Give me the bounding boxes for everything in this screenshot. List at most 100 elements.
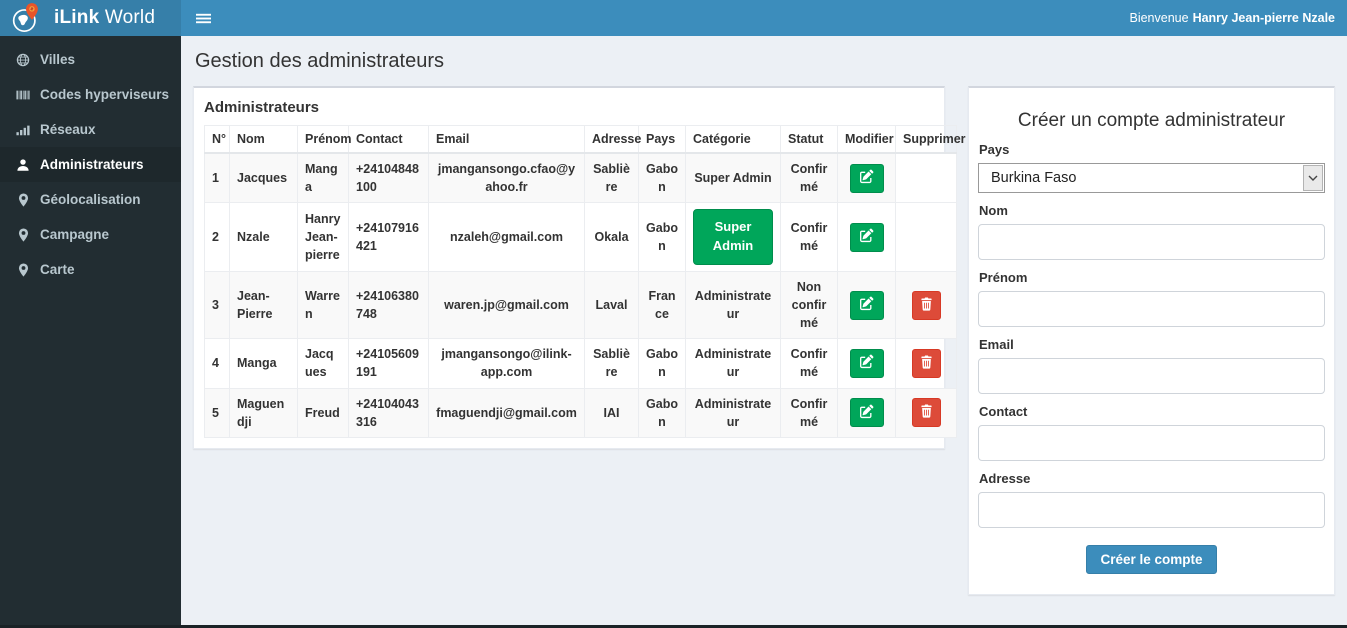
cell-email: fmaguendji@gmail.com	[428, 387, 585, 438]
delete-button[interactable]	[911, 398, 941, 428]
delete-button[interactable]	[911, 348, 941, 378]
cell-email: jmangansongo.cfao@yahoo.fr	[428, 152, 585, 204]
cell-contact: +24104848100	[348, 152, 429, 204]
cell-prenom: Warren	[297, 270, 349, 340]
sidebar-menu: Villes Codes hyperviseurs Réseaux Administr…	[0, 36, 181, 287]
adresse-input[interactable]	[978, 492, 1325, 528]
form-group-prenom-input: Prénom	[978, 270, 1325, 327]
signal-bars-icon	[15, 123, 31, 137]
sidebar-item-r-seaux[interactable]: Réseaux	[0, 112, 181, 147]
column-header: Pays	[638, 125, 686, 154]
user-icon	[15, 158, 31, 172]
edit-button[interactable]	[849, 290, 884, 320]
table-header-row: N° Nom Prénom Contact Email Adresse Pays Catégo…	[204, 125, 966, 154]
create-admin-form: Pays Burkina Faso Nom Prénom Email Contact Adr…	[978, 142, 1325, 528]
hamburger-icon[interactable]	[181, 0, 225, 36]
cell-contact: +24106380748	[348, 270, 429, 340]
cell-pays: Gabon	[638, 387, 686, 438]
cell-num: 4	[204, 338, 230, 389]
field-label: Pays	[979, 142, 1010, 157]
cell-pays: France	[638, 270, 686, 340]
cell-pays: Gabon	[638, 338, 686, 389]
administrators-panel: Administrateurs N° Nom Prénom Contact Email A…	[193, 86, 966, 449]
brand[interactable]: iLink World	[0, 0, 181, 36]
form-group-pays-select: Pays Burkina Faso	[978, 142, 1325, 193]
field-label: Nom	[979, 203, 1008, 218]
cell-prenom: Jacques	[297, 338, 349, 389]
cell-supprimer	[895, 202, 957, 272]
table-row: 1 Jacques Manga +24104848100 jmangansongo.cf…	[204, 152, 957, 204]
selected-option: Burkina Faso	[991, 170, 1077, 186]
form-group-email-input: Email	[978, 337, 1325, 394]
trash-icon	[920, 355, 933, 372]
table-body: 1 Jacques Manga +24104848100 jmangansongo.cf…	[204, 152, 957, 438]
nom-input[interactable]	[978, 224, 1325, 260]
sidebar-item-codes-hyperviseurs[interactable]: Codes hyperviseurs	[0, 77, 181, 112]
chevron-down-icon	[1303, 165, 1323, 191]
trash-icon	[920, 297, 933, 314]
form-title: Créer un compte administrateur	[1017, 110, 1286, 131]
cell-supprimer	[895, 270, 957, 340]
pays-select[interactable]: Burkina Faso	[978, 163, 1325, 193]
column-header: Email	[428, 125, 585, 154]
table-row: 3 Jean-Pierre Warren +24106380748 waren.jp@g…	[204, 270, 957, 340]
sidebar-item-label: Villes	[40, 52, 76, 67]
field-label: Email	[979, 337, 1014, 352]
cell-email: nzaleh@gmail.com	[428, 202, 585, 272]
cell-categorie: Administrateur	[685, 338, 781, 389]
column-header: Contact	[348, 125, 429, 154]
administrators-table: N° Nom Prénom Contact Email Adresse Pays Catégo…	[204, 125, 966, 438]
edit-icon	[859, 228, 874, 246]
panel-title: Administrateurs	[204, 99, 320, 116]
edit-button[interactable]	[849, 222, 884, 252]
table-row: 4 Manga Jacques +24105609191 jmangansongo@il…	[204, 338, 957, 389]
table-row: 5 Maguendji Freud +24104043316 fmaguendji@gm…	[204, 387, 957, 438]
cell-num: 3	[204, 270, 230, 340]
table-row: 2 Nzale Hanry Jean-pierre +24107916421 nzale…	[204, 202, 957, 272]
cell-num: 1	[204, 152, 230, 204]
form-group-nom-input: Nom	[978, 203, 1325, 260]
barcode-icon	[15, 88, 31, 102]
cell-adresse: Laval	[584, 270, 639, 340]
email-input[interactable]	[978, 358, 1325, 394]
column-header: Catégorie	[685, 125, 781, 154]
sidebar-item-carte[interactable]: Carte	[0, 252, 181, 287]
sidebar-item-g-olocalisation[interactable]: Géolocalisation	[0, 182, 181, 217]
cell-adresse: Sablière	[584, 152, 639, 204]
cell-adresse: IAI	[584, 387, 639, 438]
edit-button[interactable]	[849, 398, 884, 428]
sidebar-item-campagne[interactable]: Campagne	[0, 217, 181, 252]
column-header: Prénom	[297, 125, 352, 154]
edit-button[interactable]	[849, 163, 884, 193]
sidebar-item-villes[interactable]: Villes	[0, 42, 181, 77]
sidebar: Villes Codes hyperviseurs Réseaux Administr…	[0, 36, 181, 628]
cell-statut: Confirmé	[780, 338, 838, 389]
delete-button[interactable]	[911, 290, 941, 320]
column-header: N°	[204, 125, 230, 154]
field-label: Prénom	[979, 270, 1028, 285]
user-welcome[interactable]: Bienvenue Hanry Jean-pierre Nzale	[1129, 0, 1335, 36]
cell-categorie: Administrateur	[685, 270, 781, 340]
cell-adresse: Sablière	[584, 338, 639, 389]
cell-pays: Gabon	[638, 202, 686, 272]
map-marker-icon	[15, 192, 31, 207]
cell-supprimer	[895, 338, 957, 389]
cell-pays: Gabon	[638, 152, 686, 204]
cell-nom: Maguendji	[229, 387, 298, 438]
trash-icon	[920, 404, 933, 421]
map-marker-icon	[15, 262, 31, 277]
super-admin-badge-button[interactable]: Super Admin	[693, 209, 773, 265]
create-account-button[interactable]: Créer le compte	[1086, 545, 1217, 574]
edit-icon	[859, 169, 874, 187]
sidebar-item-label: Administrateurs	[40, 157, 144, 172]
cell-prenom: Freud	[297, 387, 349, 438]
cell-prenom: Hanry Jean-pierre	[297, 202, 349, 272]
edit-button[interactable]	[849, 348, 884, 378]
contact-input[interactable]	[978, 425, 1325, 461]
form-group-adresse-input: Adresse	[978, 471, 1325, 528]
sidebar-item-administrateurs[interactable]: Administrateurs	[0, 147, 181, 182]
sidebar-item-label: Réseaux	[40, 122, 96, 137]
prenom-input[interactable]	[978, 291, 1325, 327]
cell-num: 2	[204, 202, 230, 272]
cell-categorie: Super Admin	[685, 152, 781, 204]
